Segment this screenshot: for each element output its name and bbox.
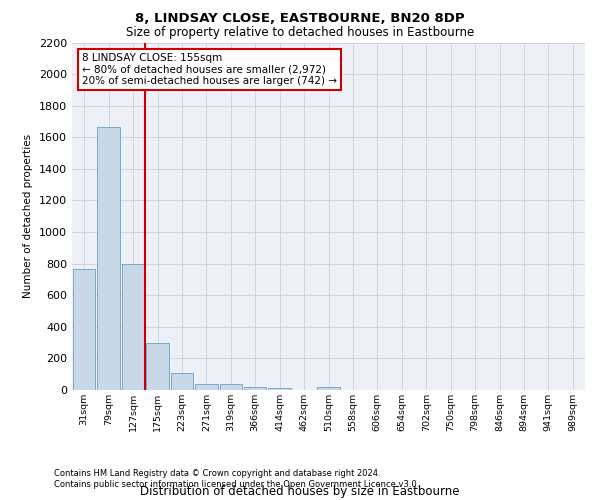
Bar (244, 387, 266, 390)
Bar (317, 386, 340, 390)
Text: 8, LINDSAY CLOSE, EASTBOURNE, BN20 8DP: 8, LINDSAY CLOSE, EASTBOURNE, BN20 8DP (135, 12, 465, 26)
Text: Contains HM Land Registry data © Crown copyright and database right 2024.: Contains HM Land Registry data © Crown c… (54, 468, 380, 477)
Bar (195, 384, 218, 390)
Bar (73, 269, 95, 390)
Text: Size of property relative to detached houses in Eastbourne: Size of property relative to detached ho… (126, 26, 474, 39)
Bar (122, 264, 145, 390)
Bar (97, 127, 120, 390)
Text: 8 LINDSAY CLOSE: 155sqm
← 80% of detached houses are smaller (2,972)
20% of semi: 8 LINDSAY CLOSE: 155sqm ← 80% of detache… (82, 53, 337, 86)
Bar (268, 388, 291, 390)
Bar (146, 344, 169, 390)
Bar (220, 384, 242, 390)
Y-axis label: Number of detached properties: Number of detached properties (23, 134, 34, 298)
Text: Distribution of detached houses by size in Eastbourne: Distribution of detached houses by size … (140, 484, 460, 498)
Bar (170, 373, 193, 390)
Text: Contains public sector information licensed under the Open Government Licence v3: Contains public sector information licen… (54, 480, 419, 489)
